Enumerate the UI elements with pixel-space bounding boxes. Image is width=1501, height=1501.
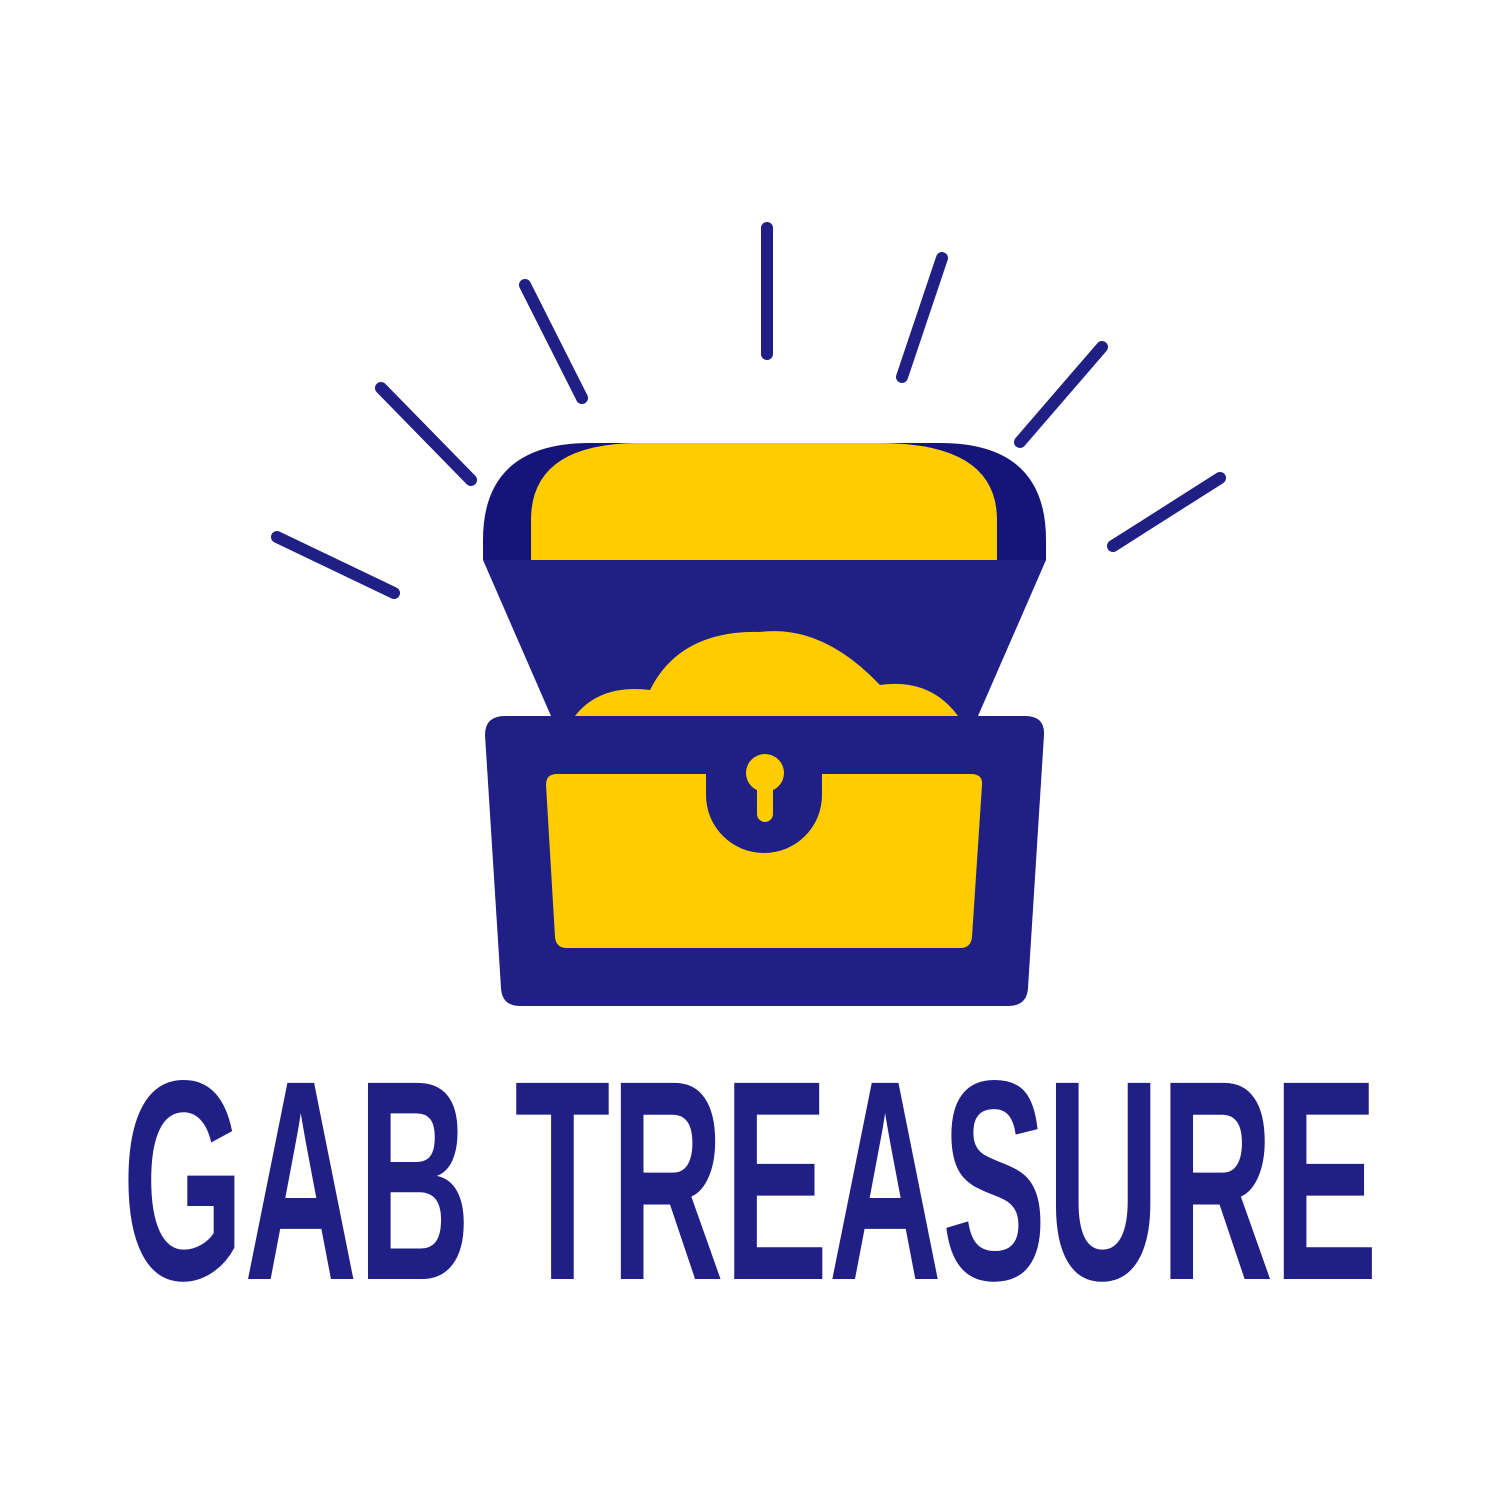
logo-text: GAB TREASURE (122, 1022, 1378, 1340)
ray (1107, 472, 1226, 552)
ray (375, 382, 477, 486)
keyhole (746, 754, 784, 792)
keyhole-slot (757, 780, 773, 822)
rays (271, 222, 1226, 599)
ray (519, 279, 588, 404)
ray (896, 252, 948, 383)
lid-inner (531, 443, 997, 560)
gold-pile (575, 631, 958, 716)
ray (1014, 341, 1108, 448)
chest-front (546, 774, 983, 948)
ray (271, 531, 400, 599)
chest (483, 443, 1046, 1006)
